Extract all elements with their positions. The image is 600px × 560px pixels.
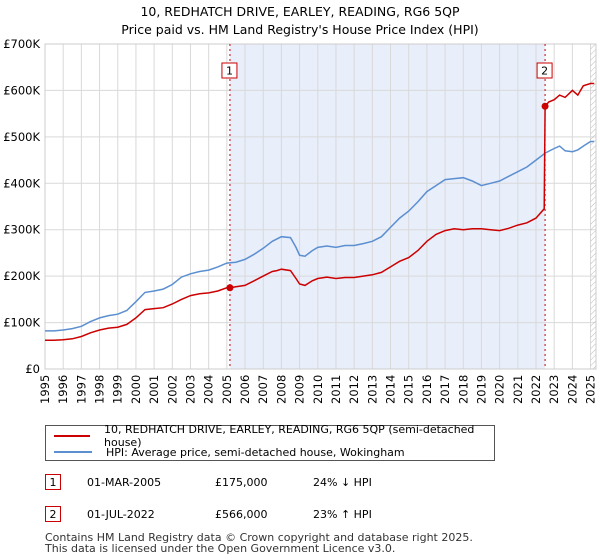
x-tick-label: 2021: [511, 375, 525, 404]
chart-legend: 10, REDHATCH DRIVE, EARLEY, READING, RG6…: [45, 423, 495, 461]
x-tick-label: 2014: [384, 375, 398, 404]
chart-title: 10, REDHATCH DRIVE, EARLEY, READING, RG6…: [140, 4, 460, 19]
series-line-property: [45, 82, 595, 341]
series-line-hpi: [45, 140, 595, 332]
sale-row-2: 2 01-JUL-2022 £566,000 23% ↑ HPI: [45, 506, 565, 526]
legend-entry-property: 10, REDHATCH DRIVE, EARLEY, READING, RG6…: [54, 423, 494, 449]
legend-swatch-hpi: [54, 451, 92, 453]
sale-date: 01-JUL-2022: [87, 508, 155, 521]
y-tick-label: £500K: [3, 130, 40, 144]
chart-subtitle: Price paid vs. HM Land Registry's House …: [121, 22, 479, 37]
y-tick-label: £200K: [3, 269, 40, 283]
marker-label: 1: [226, 65, 233, 78]
x-tick-label: 2017: [438, 375, 452, 404]
x-tick-label: 2002: [165, 375, 179, 404]
footer-copyright: Contains HM Land Registry data © Crown c…: [45, 531, 473, 544]
sale-point: [541, 102, 549, 110]
marker-label-box: [536, 62, 553, 79]
y-tick-label: £300K: [3, 223, 40, 237]
x-tick-label: 2007: [256, 375, 270, 404]
x-tick-label: 2024: [565, 375, 579, 404]
x-tick-label: 2022: [529, 375, 543, 404]
footer-licence: This data is licensed under the Open Gov…: [45, 542, 396, 555]
sale-badge: 2: [45, 506, 61, 522]
forecast-hatch: [590, 44, 596, 369]
legend-label-property: 10, REDHATCH DRIVE, EARLEY, READING, RG6…: [104, 423, 475, 449]
x-tick-label: 1998: [93, 375, 107, 404]
sale-date: 01-MAR-2005: [87, 476, 162, 489]
sale-hpi-diff: 24% ↓ HPI: [313, 476, 372, 489]
x-tick-label: 2013: [365, 375, 379, 404]
sale-hpi-diff: 23% ↑ HPI: [313, 508, 372, 521]
x-tick-label: 1995: [38, 375, 52, 404]
plot-border: [44, 43, 597, 370]
legend-swatch-property: [54, 435, 91, 437]
x-tick-label: 2025: [584, 375, 598, 404]
x-tick-label: 2008: [274, 375, 288, 404]
marker-label-box: [221, 62, 238, 79]
x-tick-label: 1996: [56, 375, 70, 404]
x-tick-label: 1997: [74, 375, 88, 404]
sale-badge: 1: [45, 474, 61, 490]
y-tick-label: £700K: [3, 37, 40, 51]
y-tick-label: £600K: [3, 83, 40, 97]
y-tick-label: £100K: [3, 316, 40, 330]
marker-label: 2: [541, 65, 548, 78]
sale-price: £175,000: [215, 476, 268, 489]
x-tick-label: 2023: [547, 375, 561, 404]
x-tick-label: 2001: [147, 375, 161, 404]
x-tick-label: 2004: [202, 375, 216, 404]
x-tick-label: 2019: [474, 375, 488, 404]
sale-point: [226, 284, 234, 292]
x-tick-label: 2006: [238, 375, 252, 404]
x-tick-label: 2005: [220, 375, 234, 404]
x-tick-label: 2020: [493, 375, 507, 404]
x-tick-label: 2015: [402, 375, 416, 404]
x-tick-label: 2000: [129, 375, 143, 404]
price-chart: 1 2 £0 £100K £200K £300K £400K £500K £600K £700K 1…: [3, 37, 598, 404]
sale-price: £566,000: [215, 508, 268, 521]
shaded-period: [229, 44, 546, 369]
sale-row-1: 1 01-MAR-2005 £175,000 24% ↓ HPI: [45, 474, 565, 494]
x-tick-label: 2011: [329, 375, 343, 404]
x-tick-label: 2016: [420, 375, 434, 404]
x-tick-label: 2003: [183, 375, 197, 404]
y-tick-label: £0: [25, 362, 40, 376]
x-tick-label: 2010: [311, 375, 325, 404]
x-tick-label: 2018: [456, 375, 470, 404]
legend-label-hpi: HPI: Average price, semi-detached house,…: [106, 445, 405, 459]
y-tick-label: £400K: [3, 176, 40, 190]
x-tick-label: 2012: [347, 375, 361, 404]
x-tick-label: 1999: [111, 375, 125, 404]
legend-entry-hpi: HPI: Average price, semi-detached house,…: [54, 444, 405, 460]
x-tick-label: 2009: [293, 375, 307, 404]
